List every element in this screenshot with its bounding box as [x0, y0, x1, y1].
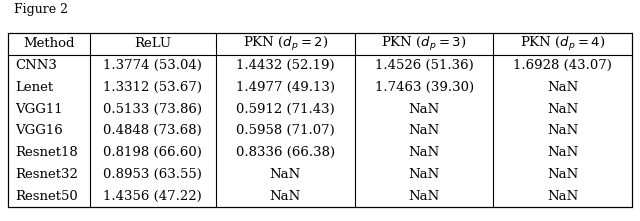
Text: 1.3774 (53.04): 1.3774 (53.04): [104, 59, 202, 72]
Text: PKN ($d_p = 3$): PKN ($d_p = 3$): [381, 35, 467, 53]
Text: 0.8336 (66.38): 0.8336 (66.38): [236, 146, 335, 159]
Text: CNN3: CNN3: [15, 59, 58, 72]
Text: 1.7463 (39.30): 1.7463 (39.30): [374, 81, 474, 94]
Text: NaN: NaN: [408, 103, 440, 116]
Text: 0.5958 (71.07): 0.5958 (71.07): [236, 124, 335, 137]
Text: 0.8198 (66.60): 0.8198 (66.60): [104, 146, 202, 159]
Text: PKN ($d_p = 2$): PKN ($d_p = 2$): [243, 35, 328, 53]
Text: NaN: NaN: [269, 190, 301, 202]
Text: NaN: NaN: [408, 190, 440, 202]
Text: NaN: NaN: [547, 168, 579, 181]
Text: NaN: NaN: [547, 190, 579, 202]
Text: 1.4356 (47.22): 1.4356 (47.22): [104, 190, 202, 202]
Text: NaN: NaN: [269, 168, 301, 181]
Text: NaN: NaN: [547, 103, 579, 116]
Text: NaN: NaN: [408, 146, 440, 159]
Text: NaN: NaN: [547, 146, 579, 159]
Text: 0.5133 (73.86): 0.5133 (73.86): [103, 103, 202, 116]
FancyBboxPatch shape: [8, 33, 632, 207]
Text: VGG11: VGG11: [15, 103, 63, 116]
Text: 0.5912 (71.43): 0.5912 (71.43): [236, 103, 335, 116]
Text: Figure 2: Figure 2: [14, 3, 68, 16]
Text: ReLU: ReLU: [134, 37, 172, 50]
Text: NaN: NaN: [547, 124, 579, 137]
Text: 1.3312 (53.67): 1.3312 (53.67): [103, 81, 202, 94]
Text: 0.8953 (63.55): 0.8953 (63.55): [104, 168, 202, 181]
Text: Resnet50: Resnet50: [15, 190, 78, 202]
Text: NaN: NaN: [547, 81, 579, 94]
Text: VGG16: VGG16: [15, 124, 63, 137]
Text: NaN: NaN: [408, 168, 440, 181]
Text: Method: Method: [23, 37, 74, 50]
Text: Resnet18: Resnet18: [15, 146, 78, 159]
Text: PKN ($d_p = 4$): PKN ($d_p = 4$): [520, 35, 605, 53]
Text: Lenet: Lenet: [15, 81, 54, 94]
Text: 1.6928 (43.07): 1.6928 (43.07): [513, 59, 612, 72]
Text: 1.4526 (51.36): 1.4526 (51.36): [374, 59, 474, 72]
Text: NaN: NaN: [408, 124, 440, 137]
Text: Resnet32: Resnet32: [15, 168, 78, 181]
Text: 1.4432 (52.19): 1.4432 (52.19): [236, 59, 335, 72]
Text: 1.4977 (49.13): 1.4977 (49.13): [236, 81, 335, 94]
Text: 0.4848 (73.68): 0.4848 (73.68): [104, 124, 202, 137]
